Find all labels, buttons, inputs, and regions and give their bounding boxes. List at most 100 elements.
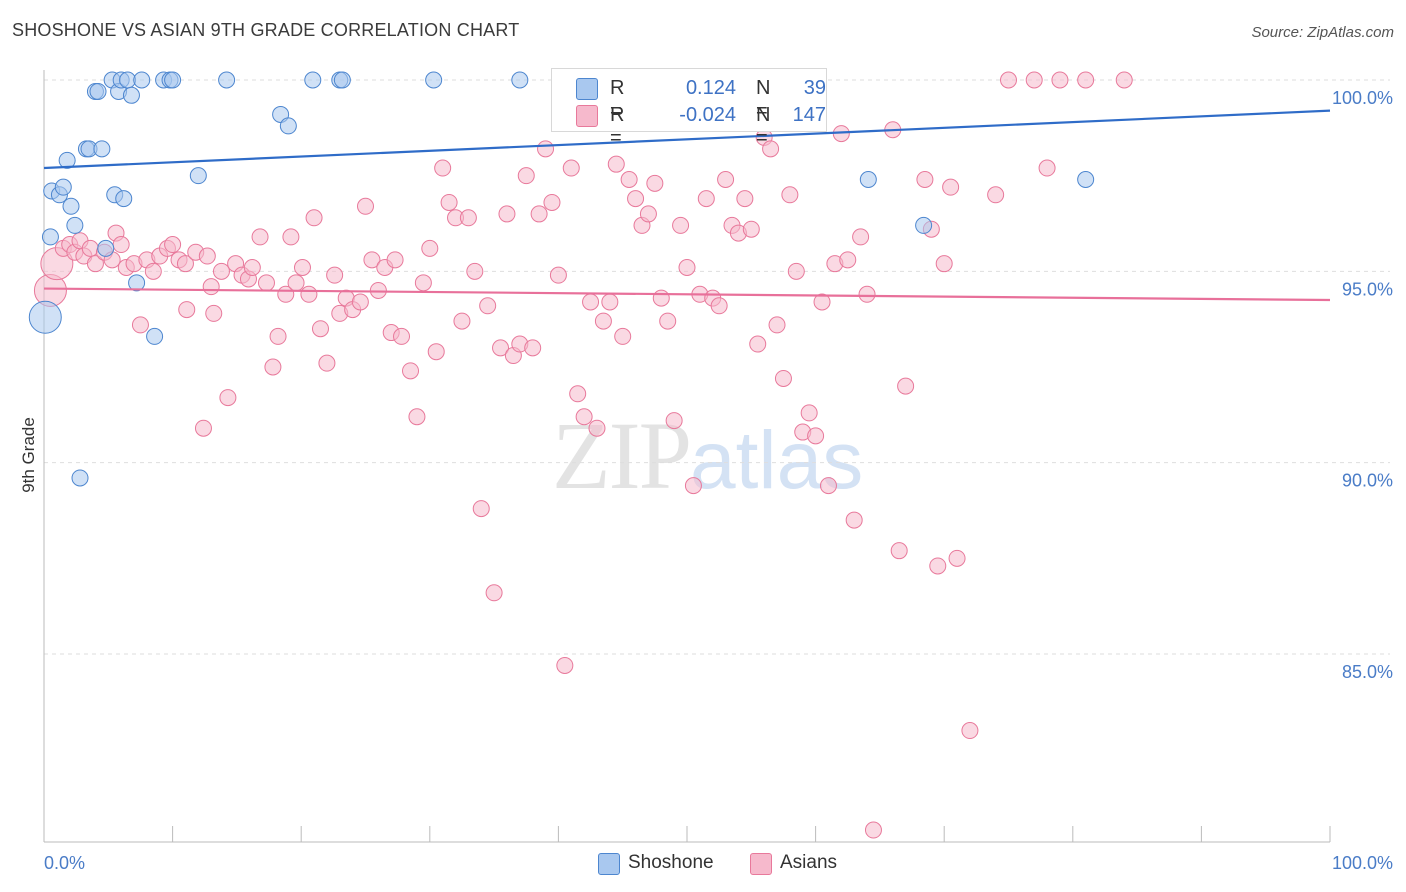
asians-point — [620, 170, 638, 188]
asians-point — [897, 377, 915, 395]
asians-point — [264, 358, 282, 376]
x-tick-label: 100.0% — [1332, 853, 1393, 873]
asians-point — [326, 266, 344, 284]
asians-point — [646, 174, 664, 192]
legend-n-value: 147 — [792, 104, 826, 126]
shoshone-point — [164, 71, 182, 89]
shoshone-point — [122, 86, 140, 104]
asians-point — [582, 293, 600, 311]
asians-point — [144, 262, 162, 280]
chart-source: Source: ZipAtlas.com — [1251, 24, 1394, 41]
asians-point — [672, 216, 690, 234]
asians-point — [164, 236, 182, 254]
legend-n-value: 39 — [803, 77, 826, 99]
shoshone-point — [859, 170, 877, 188]
asians-point — [864, 821, 882, 839]
shoshone-legend-label: Shoshone — [628, 852, 714, 873]
y-tick-label: 85.0% — [1342, 662, 1393, 682]
asians-point — [800, 404, 818, 422]
asians-point — [212, 262, 230, 280]
asians-point — [393, 327, 411, 345]
shoshone-point — [915, 216, 933, 234]
legend-r-value: -0.024 — [679, 104, 736, 126]
asians-point — [434, 159, 452, 177]
shoshone-point — [333, 71, 351, 89]
shoshone-point — [511, 71, 529, 89]
asians-point — [916, 170, 934, 188]
asians-point — [459, 209, 477, 227]
asians-point — [762, 140, 780, 158]
asians-point — [524, 339, 542, 357]
asians-point — [357, 197, 374, 215]
shoshone-point — [93, 140, 111, 158]
asians-point — [205, 304, 223, 322]
asians-point — [453, 312, 471, 330]
asians-point — [684, 477, 702, 495]
asians-point — [575, 408, 593, 426]
asians-point — [131, 316, 149, 334]
asians-point — [287, 274, 305, 292]
asians-point — [588, 419, 606, 437]
asians-point — [1038, 159, 1056, 177]
asians-point — [86, 255, 104, 273]
asians-point — [466, 262, 484, 280]
shoshone-point — [62, 197, 80, 215]
asians-point — [807, 427, 825, 445]
asians-point — [543, 193, 561, 211]
axes — [43, 70, 1331, 843]
shoshone-point — [425, 71, 443, 89]
asians-point — [652, 289, 670, 307]
shoshone-point — [304, 71, 322, 89]
legend-n-label: N = — [756, 77, 771, 122]
asians-point — [498, 205, 516, 223]
shoshone-trend-line — [43, 109, 1331, 170]
shoshone-point — [28, 300, 62, 334]
asians-trend-line — [43, 287, 1331, 302]
shoshone-legend-swatch — [598, 853, 620, 875]
asians-point — [421, 239, 439, 257]
asians-point — [717, 170, 735, 188]
asians-point — [81, 239, 99, 257]
asians-point — [710, 297, 728, 315]
shoshone-point — [128, 274, 146, 292]
asians-point — [414, 274, 432, 292]
asians-point — [198, 247, 216, 265]
shoshone-swatch — [576, 78, 598, 100]
asians-point — [1000, 71, 1017, 89]
asians-point — [479, 297, 497, 315]
asians-point — [781, 186, 799, 204]
asians-point — [318, 354, 336, 372]
asians-point — [890, 542, 908, 560]
asians-point — [614, 327, 632, 345]
shoshone-point — [54, 178, 72, 196]
asians-swatch — [576, 105, 598, 127]
legend-n-label: N = — [756, 104, 771, 149]
data-points — [28, 71, 1133, 839]
asians-point — [427, 343, 445, 361]
asians-point — [1051, 71, 1069, 89]
asians-point — [408, 408, 426, 426]
shoshone-point — [1077, 170, 1095, 188]
shoshone-point — [279, 117, 297, 135]
asians-point — [351, 293, 369, 311]
tick-labels: 100.0% 95.0% 90.0% 85.0% 0.0% 100.0% — [44, 88, 1393, 873]
asians-point — [819, 477, 837, 495]
shoshone-point — [189, 167, 207, 185]
asians-point — [305, 209, 323, 227]
asians-point — [194, 419, 212, 437]
y-tick-label: 90.0% — [1342, 471, 1393, 491]
asians-point — [472, 500, 490, 518]
y-tick-label: 95.0% — [1342, 279, 1393, 299]
stats-legend: R = 0.124 N = 39 R = -0.024 N = 147 — [551, 68, 827, 149]
legend-r-label: R = — [610, 77, 625, 122]
shoshone-point — [58, 151, 76, 169]
asians-point — [293, 259, 311, 277]
asians-point — [112, 236, 130, 254]
shoshone-point — [146, 327, 164, 345]
asians-legend-swatch — [750, 853, 772, 875]
shoshone-point — [97, 239, 115, 257]
asians-point — [251, 228, 269, 246]
asians-point — [569, 385, 587, 403]
asians-point — [852, 228, 870, 246]
